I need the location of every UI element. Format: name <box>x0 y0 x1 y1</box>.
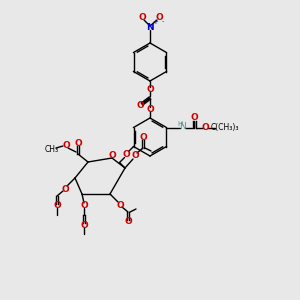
Text: O: O <box>80 202 88 211</box>
Text: O: O <box>136 101 144 110</box>
Text: H: H <box>178 121 183 127</box>
Text: +: + <box>152 19 158 25</box>
Text: O: O <box>146 104 154 113</box>
Text: O: O <box>108 151 116 160</box>
Text: O: O <box>146 85 154 94</box>
Text: O: O <box>155 14 163 22</box>
Text: N: N <box>146 23 154 32</box>
Text: O: O <box>139 134 147 142</box>
Text: O: O <box>53 202 61 211</box>
Text: O: O <box>74 139 82 148</box>
Text: C(CH₃)₃: C(CH₃)₃ <box>210 123 239 132</box>
Text: O: O <box>123 150 130 159</box>
Text: O: O <box>80 220 88 230</box>
Text: O: O <box>202 123 209 132</box>
Text: O: O <box>61 184 69 194</box>
Text: -: - <box>162 18 164 24</box>
Text: O: O <box>138 14 146 22</box>
Text: O: O <box>62 142 70 151</box>
Text: O: O <box>190 113 198 122</box>
Text: O: O <box>116 200 124 209</box>
Text: CH₃: CH₃ <box>45 146 59 154</box>
Text: O: O <box>131 152 139 160</box>
Text: O: O <box>124 218 132 226</box>
Text: N: N <box>179 122 186 131</box>
